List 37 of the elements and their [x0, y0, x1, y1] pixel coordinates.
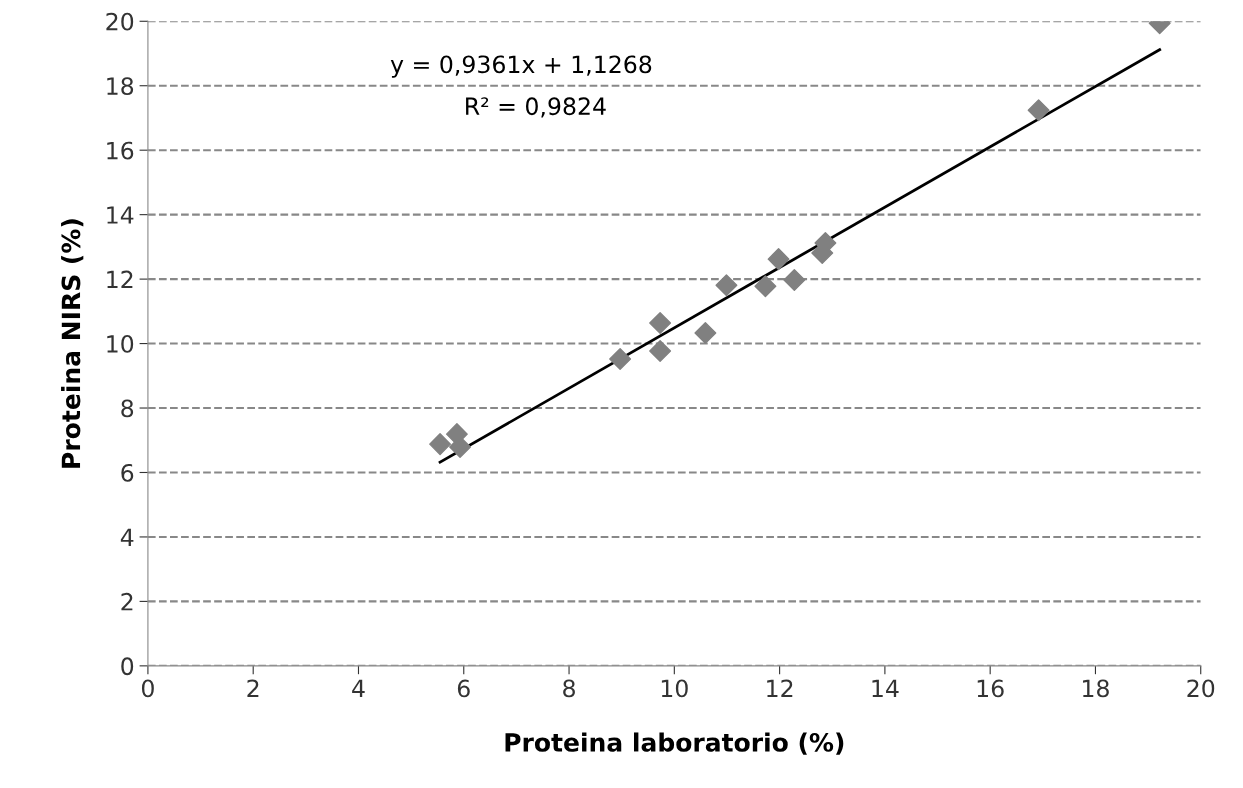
point [783, 269, 806, 292]
y-tick-label: 16 [107, 141, 134, 160]
x-tick-label: 8 [563, 679, 575, 698]
y-tick-label: 18 [107, 77, 134, 96]
point [1027, 99, 1050, 122]
x-tick-label: 16 [977, 679, 1004, 698]
y-tick-label: 8 [121, 399, 134, 418]
x-tick-label: 18 [1083, 679, 1109, 698]
x-axis-title: Proteina laboratorio (%) [505, 732, 844, 755]
point [649, 339, 672, 362]
x-tick-label: 0 [141, 679, 154, 698]
x-tick-label: 6 [457, 679, 470, 698]
point [694, 321, 717, 344]
annotation: y = 0,9361x + 1,1268 [390, 55, 652, 78]
x-tick-label: 14 [872, 679, 899, 697]
y-tick-label: 10 [107, 335, 134, 353]
y-tick-label: 20 [106, 12, 134, 31]
x-tick-label: 4 [352, 679, 365, 697]
point [649, 311, 672, 334]
point [715, 274, 738, 297]
y-tick-label: 12 [107, 270, 133, 289]
y-tick-label: 0 [121, 657, 134, 676]
y-tick-label: 2 [121, 592, 133, 611]
y-axis-title: Proteina NIRS (%) [61, 219, 84, 468]
point [449, 436, 472, 459]
x-tick-label: 20 [1187, 679, 1215, 698]
x-tick-label: 12 [767, 679, 793, 697]
x-tick-label: 10 [661, 679, 688, 698]
point [754, 275, 777, 298]
point [429, 433, 452, 456]
y-tick-label: 4 [120, 528, 134, 546]
y-tick-label: 14 [107, 206, 134, 224]
point [609, 348, 632, 371]
x-tick-label: 2 [247, 679, 259, 697]
y-tick-label: 6 [121, 463, 134, 482]
annotation: R² = 0,9824 [466, 97, 606, 118]
point [767, 248, 790, 271]
